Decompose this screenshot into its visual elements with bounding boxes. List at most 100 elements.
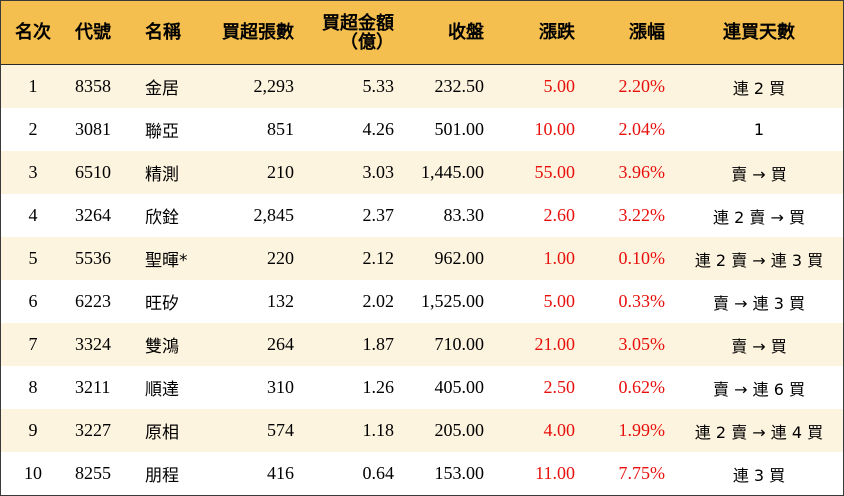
- net-amount-cell: 1.18: [304, 409, 404, 452]
- net-lots-cell: 310: [213, 366, 304, 409]
- close-cell: 501.00: [404, 108, 494, 151]
- code-cell: 5536: [65, 237, 137, 280]
- table-row: 6 6223 旺矽 132 2.02 1,525.00 5.00 0.33% 賣…: [1, 280, 843, 323]
- net-lots-cell: 210: [213, 151, 304, 194]
- rank-cell: 4: [1, 194, 65, 237]
- table-row: 5 5536 聖暉* 220 2.12 962.00 1.00 0.10% 連 …: [1, 237, 843, 280]
- name-cell: 精測: [137, 151, 213, 194]
- change-pct-cell: 3.05%: [585, 323, 675, 366]
- change-cell: 2.60: [494, 194, 585, 237]
- table-row: 8 3211 順達 310 1.26 405.00 2.50 0.62% 賣 →…: [1, 366, 843, 409]
- net-amount-cell: 1.26: [304, 366, 404, 409]
- change-pct-cell: 0.33%: [585, 280, 675, 323]
- table-row: 2 3081 聯亞 851 4.26 501.00 10.00 2.04% 1: [1, 108, 843, 151]
- net-amount-cell: 2.12: [304, 237, 404, 280]
- header-net-amount-line1: 買超金額: [322, 12, 394, 34]
- table-row: 3 6510 精測 210 3.03 1,445.00 55.00 3.96% …: [1, 151, 843, 194]
- change-cell: 10.00: [494, 108, 585, 151]
- name-cell: 雙鴻: [137, 323, 213, 366]
- streak-cell: 連 3 買: [675, 452, 843, 495]
- rank-cell: 1: [1, 64, 65, 108]
- rank-cell: 5: [1, 237, 65, 280]
- rank-cell: 9: [1, 409, 65, 452]
- net-amount-cell: 4.26: [304, 108, 404, 151]
- streak-cell: 賣 → 買: [675, 151, 843, 194]
- change-cell: 21.00: [494, 323, 585, 366]
- rank-cell: 7: [1, 323, 65, 366]
- streak-cell: 連 2 賣 → 連 3 買: [675, 237, 843, 280]
- close-cell: 83.30: [404, 194, 494, 237]
- header-net-amount: 買超金額 （億）: [304, 1, 404, 65]
- streak-cell: 連 2 賣 → 買: [675, 194, 843, 237]
- change-pct-cell: 7.75%: [585, 452, 675, 495]
- code-cell: 3227: [65, 409, 137, 452]
- streak-cell: 賣 → 買: [675, 323, 843, 366]
- streak-cell: 賣 → 連 6 買: [675, 366, 843, 409]
- net-lots-cell: 132: [213, 280, 304, 323]
- table-row: 4 3264 欣銓 2,845 2.37 83.30 2.60 3.22% 連 …: [1, 194, 843, 237]
- change-cell: 4.00: [494, 409, 585, 452]
- change-cell: 55.00: [494, 151, 585, 194]
- header-streak: 連買天數: [675, 1, 843, 65]
- table-row: 10 8255 朋程 416 0.64 153.00 11.00 7.75% 連…: [1, 452, 843, 495]
- table-row: 9 3227 原相 574 1.18 205.00 4.00 1.99% 連 2…: [1, 409, 843, 452]
- close-cell: 962.00: [404, 237, 494, 280]
- net-lots-cell: 574: [213, 409, 304, 452]
- change-cell: 11.00: [494, 452, 585, 495]
- name-cell: 旺矽: [137, 280, 213, 323]
- net-lots-cell: 851: [213, 108, 304, 151]
- streak-cell: 賣 → 連 3 買: [675, 280, 843, 323]
- code-cell: 3211: [65, 366, 137, 409]
- change-cell: 2.50: [494, 366, 585, 409]
- close-cell: 153.00: [404, 452, 494, 495]
- close-cell: 205.00: [404, 409, 494, 452]
- code-cell: 6510: [65, 151, 137, 194]
- net-amount-cell: 2.02: [304, 280, 404, 323]
- net-amount-cell: 5.33: [304, 64, 404, 108]
- name-cell: 聯亞: [137, 108, 213, 151]
- close-cell: 405.00: [404, 366, 494, 409]
- header-rank: 名次: [1, 1, 65, 65]
- net-lots-cell: 220: [213, 237, 304, 280]
- name-cell: 欣銓: [137, 194, 213, 237]
- code-cell: 3264: [65, 194, 137, 237]
- header-name: 名稱: [137, 1, 213, 65]
- net-amount-cell: 3.03: [304, 151, 404, 194]
- change-cell: 1.00: [494, 237, 585, 280]
- code-cell: 6223: [65, 280, 137, 323]
- net-lots-cell: 416: [213, 452, 304, 495]
- change-pct-cell: 3.96%: [585, 151, 675, 194]
- code-cell: 8255: [65, 452, 137, 495]
- change-cell: 5.00: [494, 64, 585, 108]
- header-change-pct: 漲幅: [585, 1, 675, 65]
- close-cell: 1,525.00: [404, 280, 494, 323]
- name-cell: 金居: [137, 64, 213, 108]
- streak-cell: 連 2 買: [675, 64, 843, 108]
- change-cell: 5.00: [494, 280, 585, 323]
- close-cell: 232.50: [404, 64, 494, 108]
- change-pct-cell: 1.99%: [585, 409, 675, 452]
- name-cell: 朋程: [137, 452, 213, 495]
- rank-cell: 6: [1, 280, 65, 323]
- table-body: 1 8358 金居 2,293 5.33 232.50 5.00 2.20% 連…: [1, 64, 843, 495]
- header-code: 代號: [65, 1, 137, 65]
- streak-cell: 1: [675, 108, 843, 151]
- streak-cell: 連 2 賣 → 連 4 買: [675, 409, 843, 452]
- header-net-lots: 買超張數: [213, 1, 304, 65]
- header-row: 名次 代號 名稱 買超張數 買超金額 （億） 收盤 漲跌 漲幅 連買天數: [1, 1, 843, 65]
- net-lots-cell: 264: [213, 323, 304, 366]
- header-net-amount-line2: （億）: [340, 31, 394, 53]
- header-change: 漲跌: [494, 1, 585, 65]
- code-cell: 8358: [65, 64, 137, 108]
- close-cell: 710.00: [404, 323, 494, 366]
- header-close: 收盤: [404, 1, 494, 65]
- name-cell: 原相: [137, 409, 213, 452]
- code-cell: 3081: [65, 108, 137, 151]
- rank-cell: 8: [1, 366, 65, 409]
- rank-cell: 3: [1, 151, 65, 194]
- net-amount-cell: 2.37: [304, 194, 404, 237]
- name-cell: 聖暉*: [137, 237, 213, 280]
- change-pct-cell: 2.04%: [585, 108, 675, 151]
